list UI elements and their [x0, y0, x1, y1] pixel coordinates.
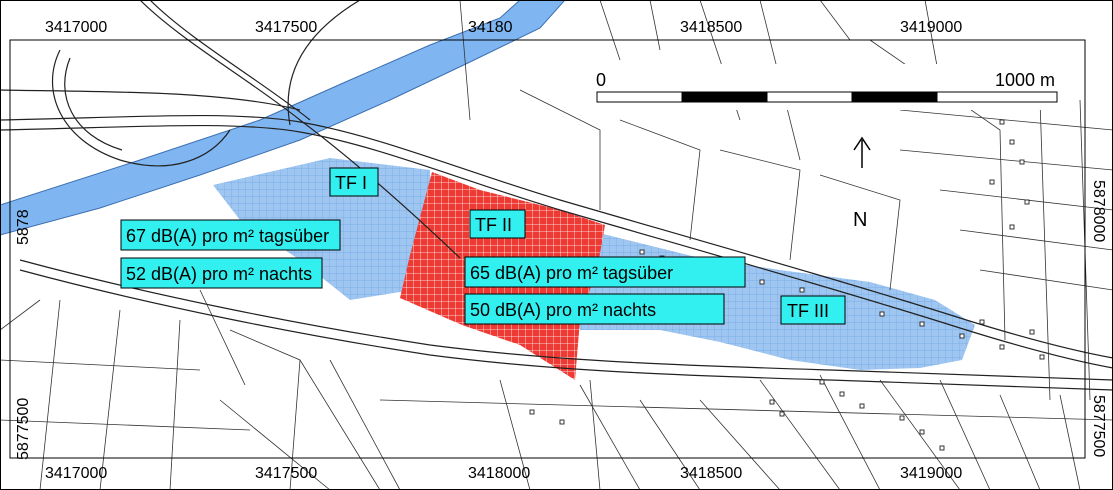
label-tf3: TF III: [787, 301, 829, 321]
coord-bottom-4: 3418500: [680, 465, 742, 482]
coord-top-1: 3417000: [45, 19, 107, 36]
coord-left-1: 5878: [15, 209, 32, 245]
coord-top-2: 3417500: [255, 19, 317, 36]
area-labels: TF I TF II TF III 67 dB(A) pro m² tagsüb…: [120, 167, 846, 325]
coord-bottom-3: 3418000: [468, 465, 530, 482]
canal-water: [0, 0, 566, 236]
north-label: N: [853, 209, 867, 231]
scale-start-label: 0: [596, 70, 606, 90]
coord-right-2: 5877500: [1090, 395, 1107, 457]
coord-bottom-1: 3417000: [45, 465, 107, 482]
road-network: [0, 0, 1113, 391]
coord-right-1: 5878000: [1090, 180, 1107, 242]
coord-top-4: 3418500: [680, 19, 742, 36]
coord-top-3: 34180: [468, 19, 513, 36]
north-arrow: N: [848, 136, 876, 232]
label-tf2: TF II: [475, 215, 512, 235]
label-tf2-night: 50 dB(A) pro m² nachts: [470, 300, 656, 320]
scale-end-label: 1000 m: [995, 70, 1055, 90]
coord-top-5: 3419000: [900, 19, 962, 36]
coord-bottom-5: 3419000: [900, 465, 962, 482]
coord-bottom-2: 3417500: [255, 465, 317, 482]
coord-left-2: 5877500: [15, 398, 32, 460]
coordinate-labels: 3417000 3417500 34180 3418500 3419000 34…: [15, 19, 1107, 482]
label-tf2-day: 65 dB(A) pro m² tagsüber: [470, 263, 673, 283]
scale-bar: 0 1000 m: [592, 64, 1062, 110]
label-tf1-day: 67 dB(A) pro m² tagsüber: [126, 226, 329, 246]
label-tf1: TF I: [335, 173, 367, 193]
map-frame: [9, 39, 1086, 459]
label-tf1-night: 52 dB(A) pro m² nachts: [126, 264, 312, 284]
